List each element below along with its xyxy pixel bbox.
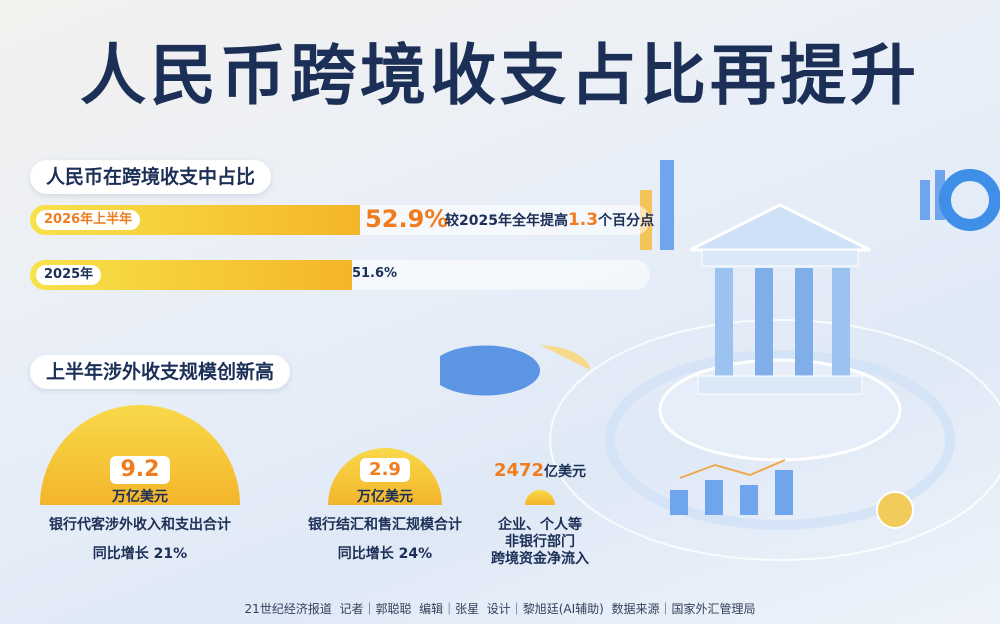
footer: 21世纪经济报道 记者｜郭聪聪 编辑｜张星 设计｜黎旭廷(AI辅助) 数据来源｜… (244, 602, 756, 616)
desc: 跨境资金净流入 (491, 551, 589, 567)
desc: 非银行部门 (505, 534, 575, 550)
section-heading: 上半年涉外收支规模创新高 (30, 355, 291, 389)
decor-illustration (440, 160, 1000, 561)
value-line: 2472亿美元 (480, 460, 600, 481)
category-label: 2025年 (36, 265, 102, 285)
unit: 万亿美元 (357, 489, 413, 505)
note-text: 较2025年全年提高 (445, 213, 568, 229)
note-text: 个百分点 (598, 213, 655, 229)
value-label: 52.9% (365, 205, 449, 233)
desc: 企业、个人等 (498, 517, 582, 533)
note-number: 1.3 (567, 210, 599, 230)
semicircle (525, 490, 555, 505)
unit: 万亿美元 (112, 489, 168, 505)
growth: 同比增长 21% (92, 546, 188, 562)
desc: 银行结汇和售汇规模合计 (308, 517, 462, 533)
note: 较2025年全年提高1.3个百分点 (445, 210, 654, 230)
unit: 亿美元 (544, 464, 587, 480)
category-label: 2026年上半年 (36, 210, 141, 230)
value: 2.9 (360, 458, 410, 482)
value-label: 51.6% (351, 266, 398, 281)
value: 9.2 (110, 456, 170, 484)
desc: 银行代客涉外收入和支出合计 (49, 517, 231, 533)
growth: 同比增长 24% (337, 546, 433, 562)
section-heading: 人民币在跨境收支中占比 (30, 160, 272, 194)
title: 人民币跨境收支占比再提升 (80, 37, 920, 114)
value: 2472 (493, 460, 545, 481)
